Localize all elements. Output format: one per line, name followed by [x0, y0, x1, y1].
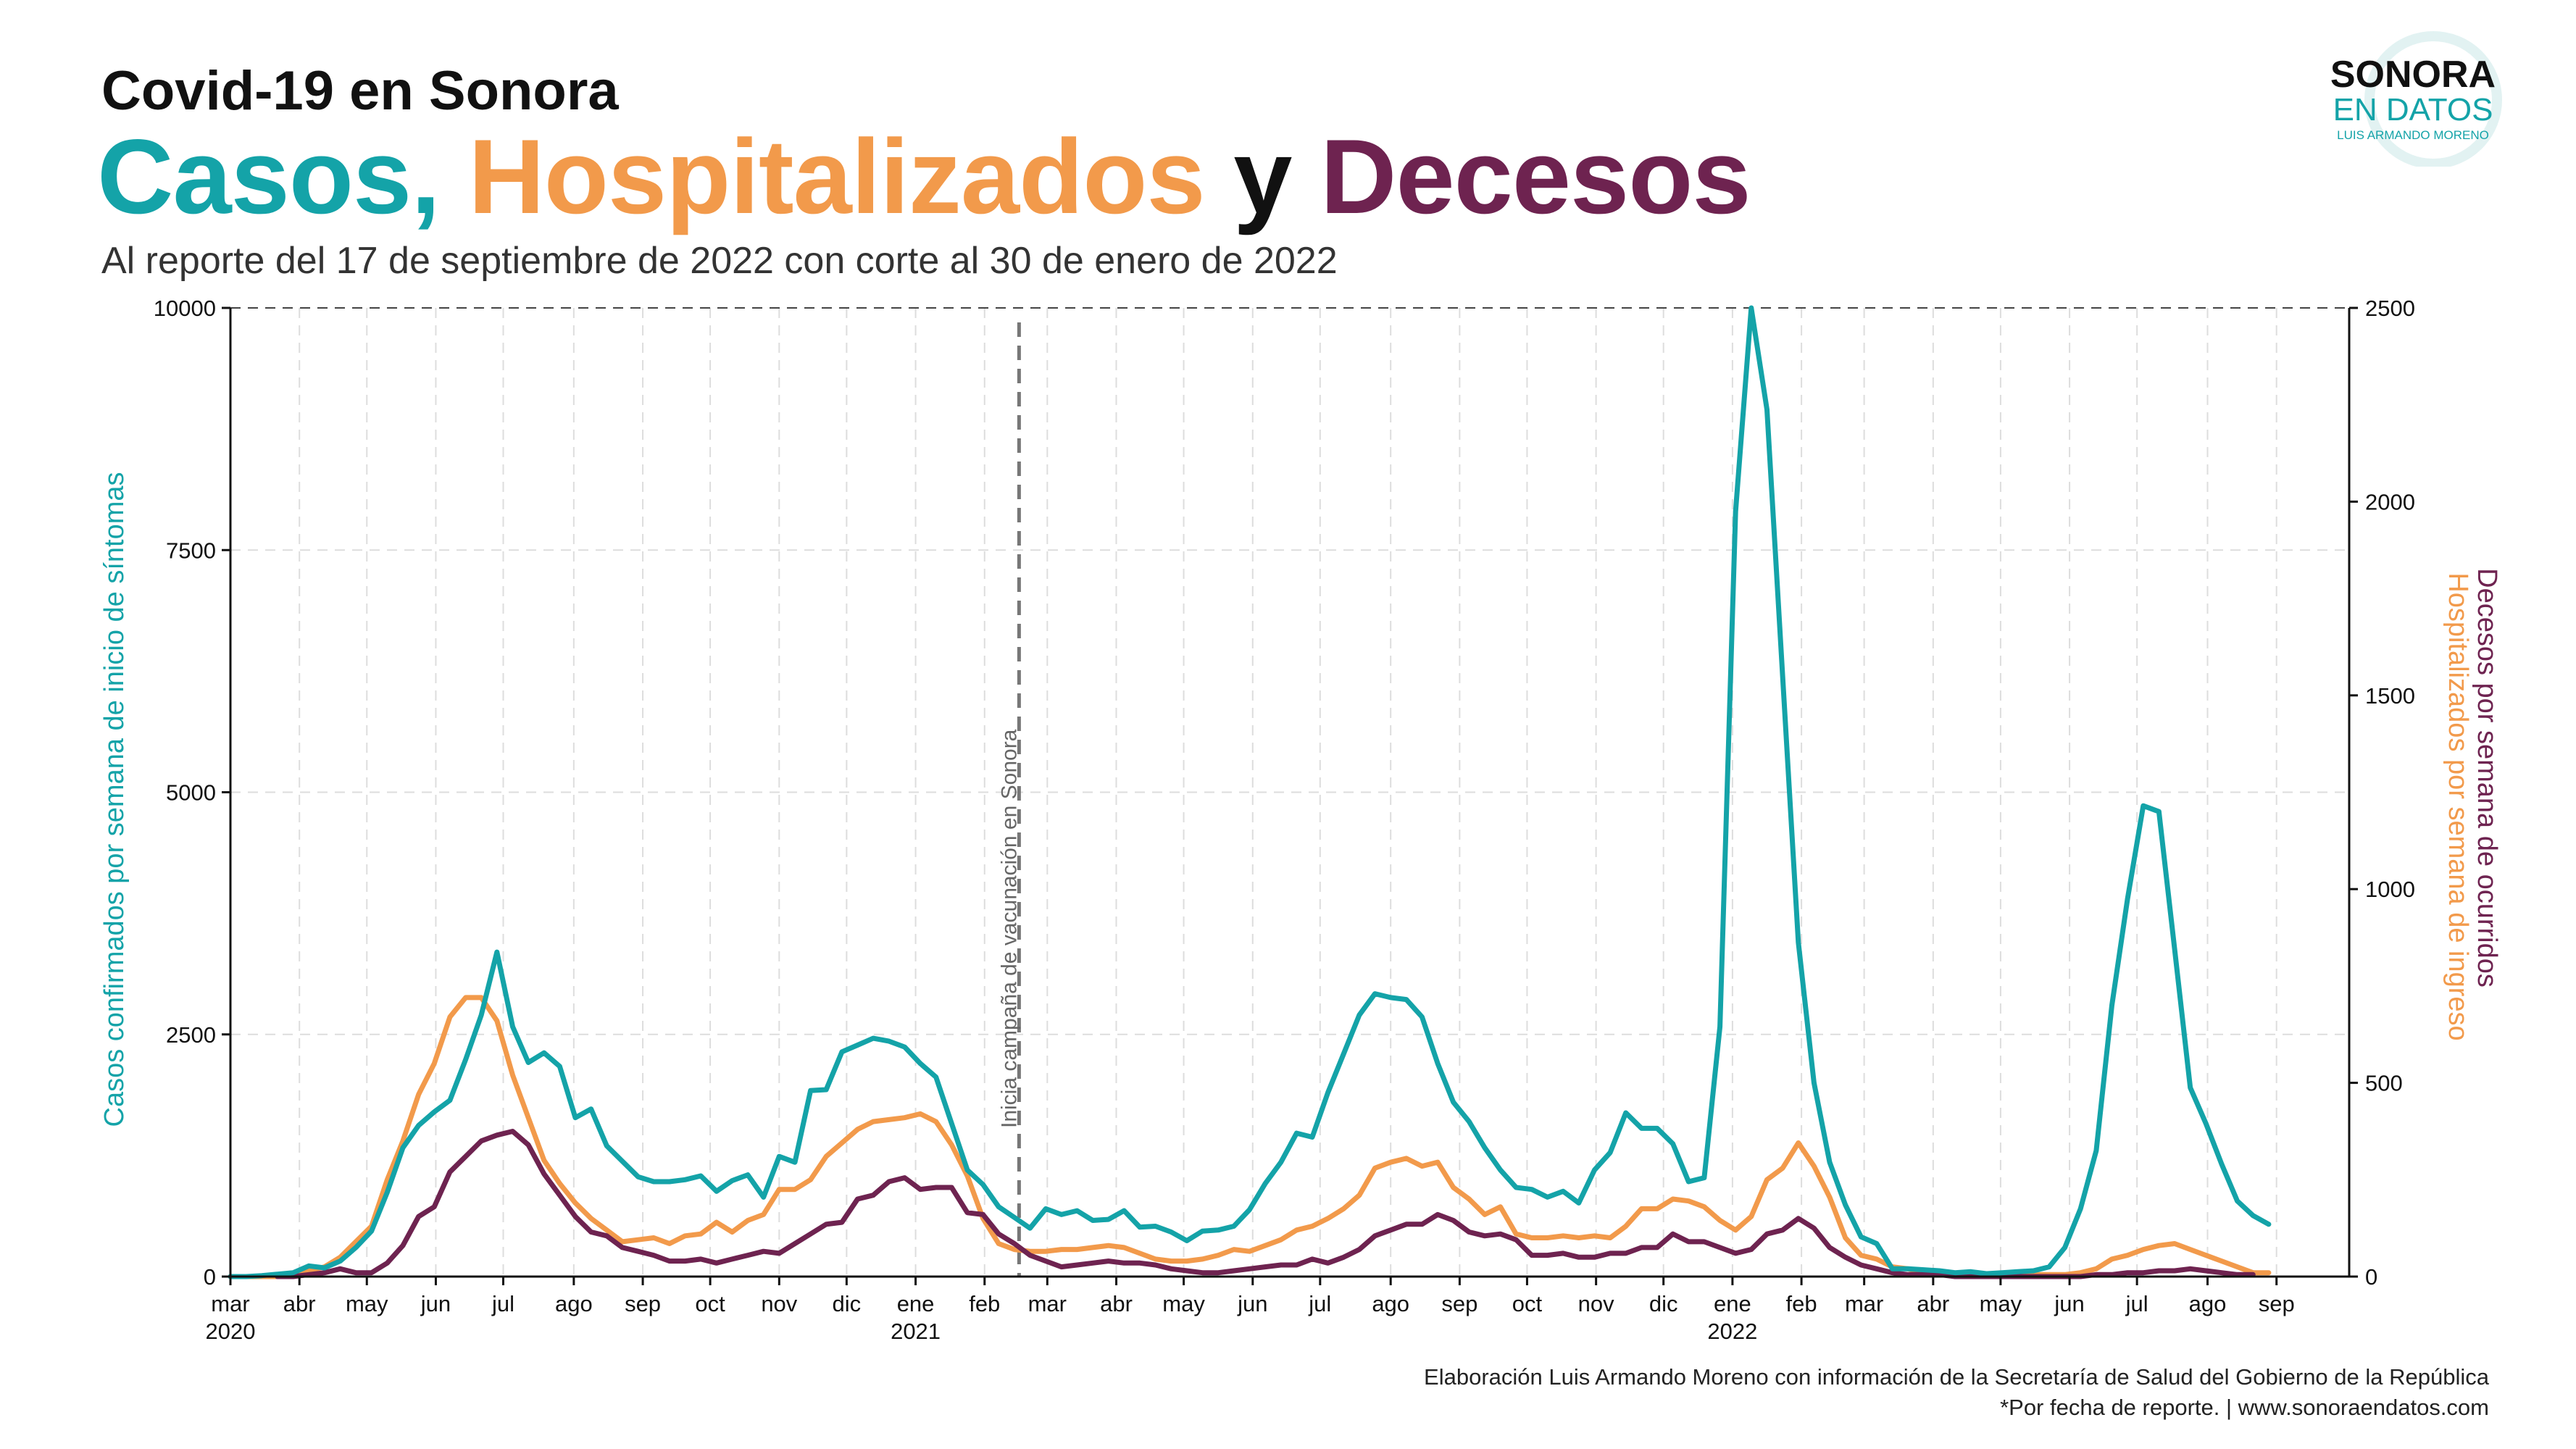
x-tick-label-10: ene: [897, 1291, 935, 1316]
logo-line3: LUIS ARMANDO MORENO: [2337, 128, 2489, 142]
x-tick-label-13: abr: [1100, 1291, 1133, 1316]
x-tick-label-21: dic: [1649, 1291, 1678, 1316]
x-tick-year-10: 2021: [891, 1319, 941, 1344]
y-right-tick-label-0: 0: [2365, 1264, 2377, 1290]
x-tick-label-0: mar: [211, 1291, 249, 1316]
logo-line1: SONORA: [2330, 54, 2496, 96]
y-axis-right-ticks: 0 500 1000 1500 2000 2500: [2349, 296, 2415, 1290]
x-tick-label-4: jul: [491, 1291, 514, 1316]
x-tick-label-30: sep: [2259, 1291, 2295, 1316]
sonora-en-datos-logo: SONORA EN DATOS LUIS ARMANDO MORENO: [2330, 31, 2502, 167]
x-tick-label-1: abr: [283, 1291, 316, 1316]
x-tick-label-3: jun: [420, 1291, 451, 1316]
logo-line2: EN DATOS: [2333, 92, 2493, 128]
grid: [230, 307, 2349, 1277]
x-tick-label-29: ago: [2189, 1291, 2227, 1316]
x-tick-label-8: nov: [761, 1291, 797, 1316]
y-axis-right-label-hospitalizados: Hospitalizados por semana de ingreso: [2443, 572, 2473, 1040]
title-word-hospitalizados: Hospitalizados: [468, 117, 1205, 235]
x-tick-label-11: feb: [969, 1291, 1000, 1316]
x-tick-label-24: mar: [1845, 1291, 1883, 1316]
series-line-casos: [228, 305, 2272, 1279]
y-left-tick-label-4: 10000: [154, 296, 216, 321]
title-word-y: y: [1233, 117, 1292, 235]
series-layer: [228, 305, 2272, 1279]
y-right-tick-label-1: 500: [2365, 1071, 2403, 1096]
x-tick-label-2: may: [346, 1291, 388, 1316]
x-tick-label-27: jun: [2054, 1291, 2084, 1316]
y-right-tick-label-4: 2000: [2365, 489, 2415, 514]
chart-title: Casos, Hospitalizados y Decesos: [97, 116, 1751, 238]
y-left-tick-label-1: 2500: [166, 1022, 216, 1048]
y-left-tick-label-2: 5000: [166, 780, 216, 806]
x-tick-label-28: jul: [2125, 1291, 2148, 1316]
x-tick-label-7: oct: [695, 1291, 725, 1316]
logo-circle-icon: [2364, 31, 2502, 167]
x-tick-label-14: may: [1162, 1291, 1205, 1316]
y-left-tick-label-0: 0: [204, 1264, 216, 1290]
x-axis-ticks: mar 2020 abr may jun jul ago sep oct nov dic ene 202…: [206, 1277, 2295, 1344]
footer-note: *Por fecha de reporte. | www.sonoraendat…: [2000, 1395, 2489, 1420]
x-tick-label-6: sep: [625, 1291, 661, 1316]
chart-subtitle: Al reporte del 17 de septiembre de 2022 …: [101, 240, 1338, 282]
x-tick-label-22: ene: [1714, 1291, 1751, 1316]
vaccination-annotation-label: Inicia campaña de vacunación en Sonora: [997, 729, 1021, 1128]
title-word-casos: Casos,: [97, 117, 441, 235]
x-tick-label-26: may: [1980, 1291, 2022, 1316]
x-tick-label-16: jul: [1308, 1291, 1331, 1316]
x-tick-label-20: nov: [1578, 1291, 1614, 1316]
y-right-tick-label-2: 1000: [2365, 877, 2415, 902]
footer-credit: Elaboración Luis Armando Moreno con info…: [1424, 1364, 2489, 1390]
x-tick-year-22: 2022: [1707, 1319, 1757, 1344]
x-tick-label-17: ago: [1372, 1291, 1409, 1316]
x-tick-label-25: abr: [1917, 1291, 1949, 1316]
x-tick-label-12: mar: [1028, 1291, 1067, 1316]
x-tick-label-23: feb: [1786, 1291, 1817, 1316]
x-tick-year-0: 2020: [206, 1319, 256, 1344]
series-line-decesos: [275, 1129, 2256, 1279]
y-axis-right-label-decesos: Decesos por semana de ocurridos: [2472, 568, 2502, 987]
x-tick-label-5: ago: [555, 1291, 593, 1316]
y-axis-left-ticks: 0 2500 5000 7500 10000: [154, 296, 230, 1290]
x-tick-label-19: oct: [1512, 1291, 1543, 1316]
x-tick-label-18: sep: [1441, 1291, 1477, 1316]
y-right-tick-label-5: 2500: [2365, 296, 2415, 321]
x-tick-label-9: dic: [833, 1291, 862, 1316]
title-word-decesos: Decesos: [1320, 117, 1751, 235]
x-tick-label-15: jun: [1237, 1291, 1267, 1316]
series-line-hospitalizados: [228, 995, 2272, 1279]
y-right-tick-label-3: 1500: [2365, 683, 2415, 709]
y-axis-left-label: Casos confirmados por semana de inicio d…: [99, 472, 130, 1127]
footer: Elaboración Luis Armando Moreno con info…: [1424, 1362, 2489, 1423]
y-left-tick-label-3: 7500: [166, 538, 216, 563]
chart-supertitle: Covid-19 en Sonora: [101, 60, 619, 122]
